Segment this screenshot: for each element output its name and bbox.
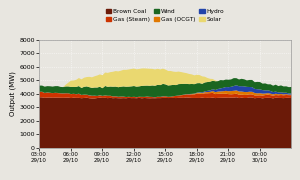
Legend: Brown Coal, Gas (Steam), Wind, Gas (OCGT), Hydro, Solar: Brown Coal, Gas (Steam), Wind, Gas (OCGT… <box>104 8 226 23</box>
Y-axis label: Output (MW): Output (MW) <box>10 71 16 116</box>
